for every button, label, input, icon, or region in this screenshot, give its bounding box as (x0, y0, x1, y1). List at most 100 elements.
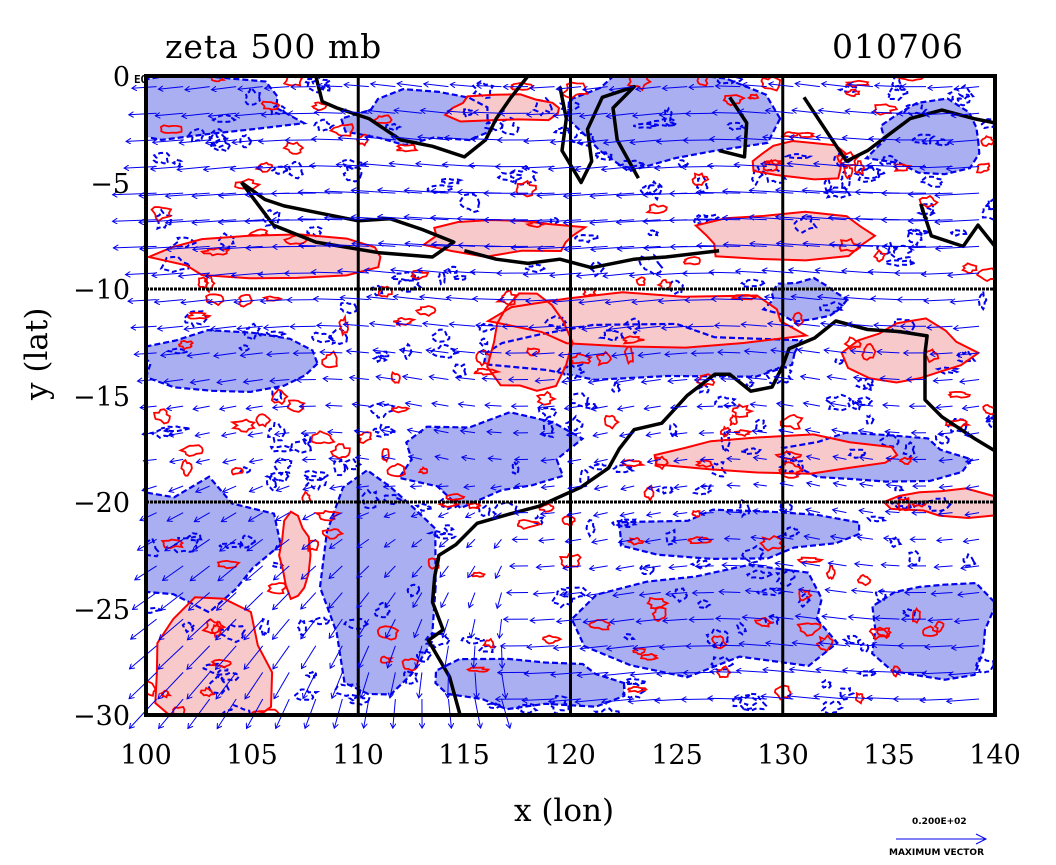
wind-vector (474, 645, 475, 668)
wind-vector (303, 512, 317, 520)
negative-contour-cell (655, 486, 674, 495)
wind-vector (453, 351, 476, 353)
coastline (426, 319, 995, 715)
positive-contour-cell (691, 172, 710, 186)
wind-vector (475, 672, 477, 698)
negative-contour-cell (902, 103, 928, 117)
positive-contour-cell (538, 502, 555, 513)
wind-vector (535, 380, 555, 381)
wind-vector (751, 537, 767, 539)
wind-vector (357, 486, 369, 487)
negative-contour-cell (693, 214, 709, 225)
y-tick-label: −10 (73, 275, 130, 306)
positive-contour-cell (796, 556, 825, 564)
wind-vector (408, 430, 423, 433)
wind-vector (325, 218, 369, 220)
wind-vector (351, 190, 396, 194)
wind-vector (214, 353, 237, 356)
wind-vector (947, 699, 980, 701)
wind-vector (166, 192, 210, 196)
negative-contour-cell (588, 261, 605, 278)
wind-vector (400, 350, 422, 353)
positive-contour-cell (376, 625, 400, 641)
positive-contour-cell (417, 466, 429, 475)
wind-vector (381, 430, 396, 433)
wind-vector (766, 111, 794, 114)
positive-contour-cell (792, 311, 804, 327)
wind-vector (874, 325, 900, 326)
negative-contour-cell (740, 447, 763, 455)
wind-vector (713, 645, 741, 646)
positive-contour-cell (961, 262, 978, 274)
wind-vector (674, 459, 688, 461)
positive-contour-cell (255, 413, 272, 428)
negative-contour-cell (547, 694, 570, 715)
negative-contour-cell (917, 175, 944, 188)
wind-vector (670, 220, 714, 221)
wind-vector (158, 672, 184, 698)
x-tick-label: 125 (651, 740, 703, 771)
negative-contour-cell (834, 358, 845, 365)
wind-vector (326, 244, 369, 246)
negative-contour-cell (761, 168, 787, 184)
positive-contour-cell (716, 665, 732, 679)
wind-vector (772, 590, 794, 593)
wind-vector (869, 139, 900, 140)
negative-contour-cell (267, 421, 287, 444)
wind-vector (302, 645, 317, 669)
wind-vector (807, 483, 821, 486)
wind-vector (831, 536, 847, 539)
wind-vector (163, 565, 184, 581)
wind-vector (524, 672, 555, 673)
negative-contour-cell (430, 328, 451, 343)
negative-contour-cell (879, 432, 900, 448)
coastline (240, 181, 456, 259)
wind-vector (167, 512, 184, 521)
negative-contour-cell (818, 301, 845, 313)
wind-vector (340, 298, 369, 300)
wind-vector (276, 459, 290, 461)
wind-vector (642, 380, 661, 383)
negative-contour-cell (211, 113, 237, 123)
wind-vector (196, 459, 210, 462)
negative-contour-cell (305, 76, 334, 94)
wind-vector (468, 565, 476, 578)
wind-vector (673, 433, 688, 435)
negative-contour-cell (597, 329, 626, 343)
wind-vector (187, 645, 211, 670)
positive-contour-cell (205, 293, 225, 307)
negative-contour-cell (894, 485, 905, 493)
wind-vector (833, 510, 847, 513)
negative-contour-cell (486, 702, 504, 710)
wind-vector (802, 217, 847, 221)
negative-region (872, 583, 995, 680)
wind-vector (613, 593, 635, 596)
wind-vector (298, 219, 343, 220)
wind-vector (246, 565, 264, 581)
wind-vector (323, 379, 343, 380)
negative-contour-cell (239, 533, 257, 549)
wind-vector (459, 404, 476, 406)
wind-vector (416, 645, 423, 668)
wind-vector (352, 244, 396, 247)
wind-vector (804, 536, 820, 539)
negative-contour-cell (823, 176, 833, 193)
wind-vector (715, 326, 741, 327)
wind-vector (554, 646, 582, 648)
wind-vector (219, 193, 263, 196)
wind-vector (220, 246, 263, 249)
wind-vector (461, 431, 476, 433)
negative-contour-cell (820, 679, 832, 690)
wind-vector (610, 619, 635, 622)
negative-contour-cell (591, 151, 613, 161)
wind-vector (421, 110, 449, 113)
negative-contour-cell (731, 694, 758, 711)
wind-vector (636, 87, 661, 90)
wind-vector (259, 140, 290, 142)
wind-vector (604, 671, 635, 675)
wind-vector (954, 326, 980, 328)
negative-contour-cell (477, 644, 497, 654)
positive-contour-cell (160, 538, 184, 550)
wind-vector (250, 459, 263, 462)
x-tick-label: 115 (438, 740, 490, 771)
